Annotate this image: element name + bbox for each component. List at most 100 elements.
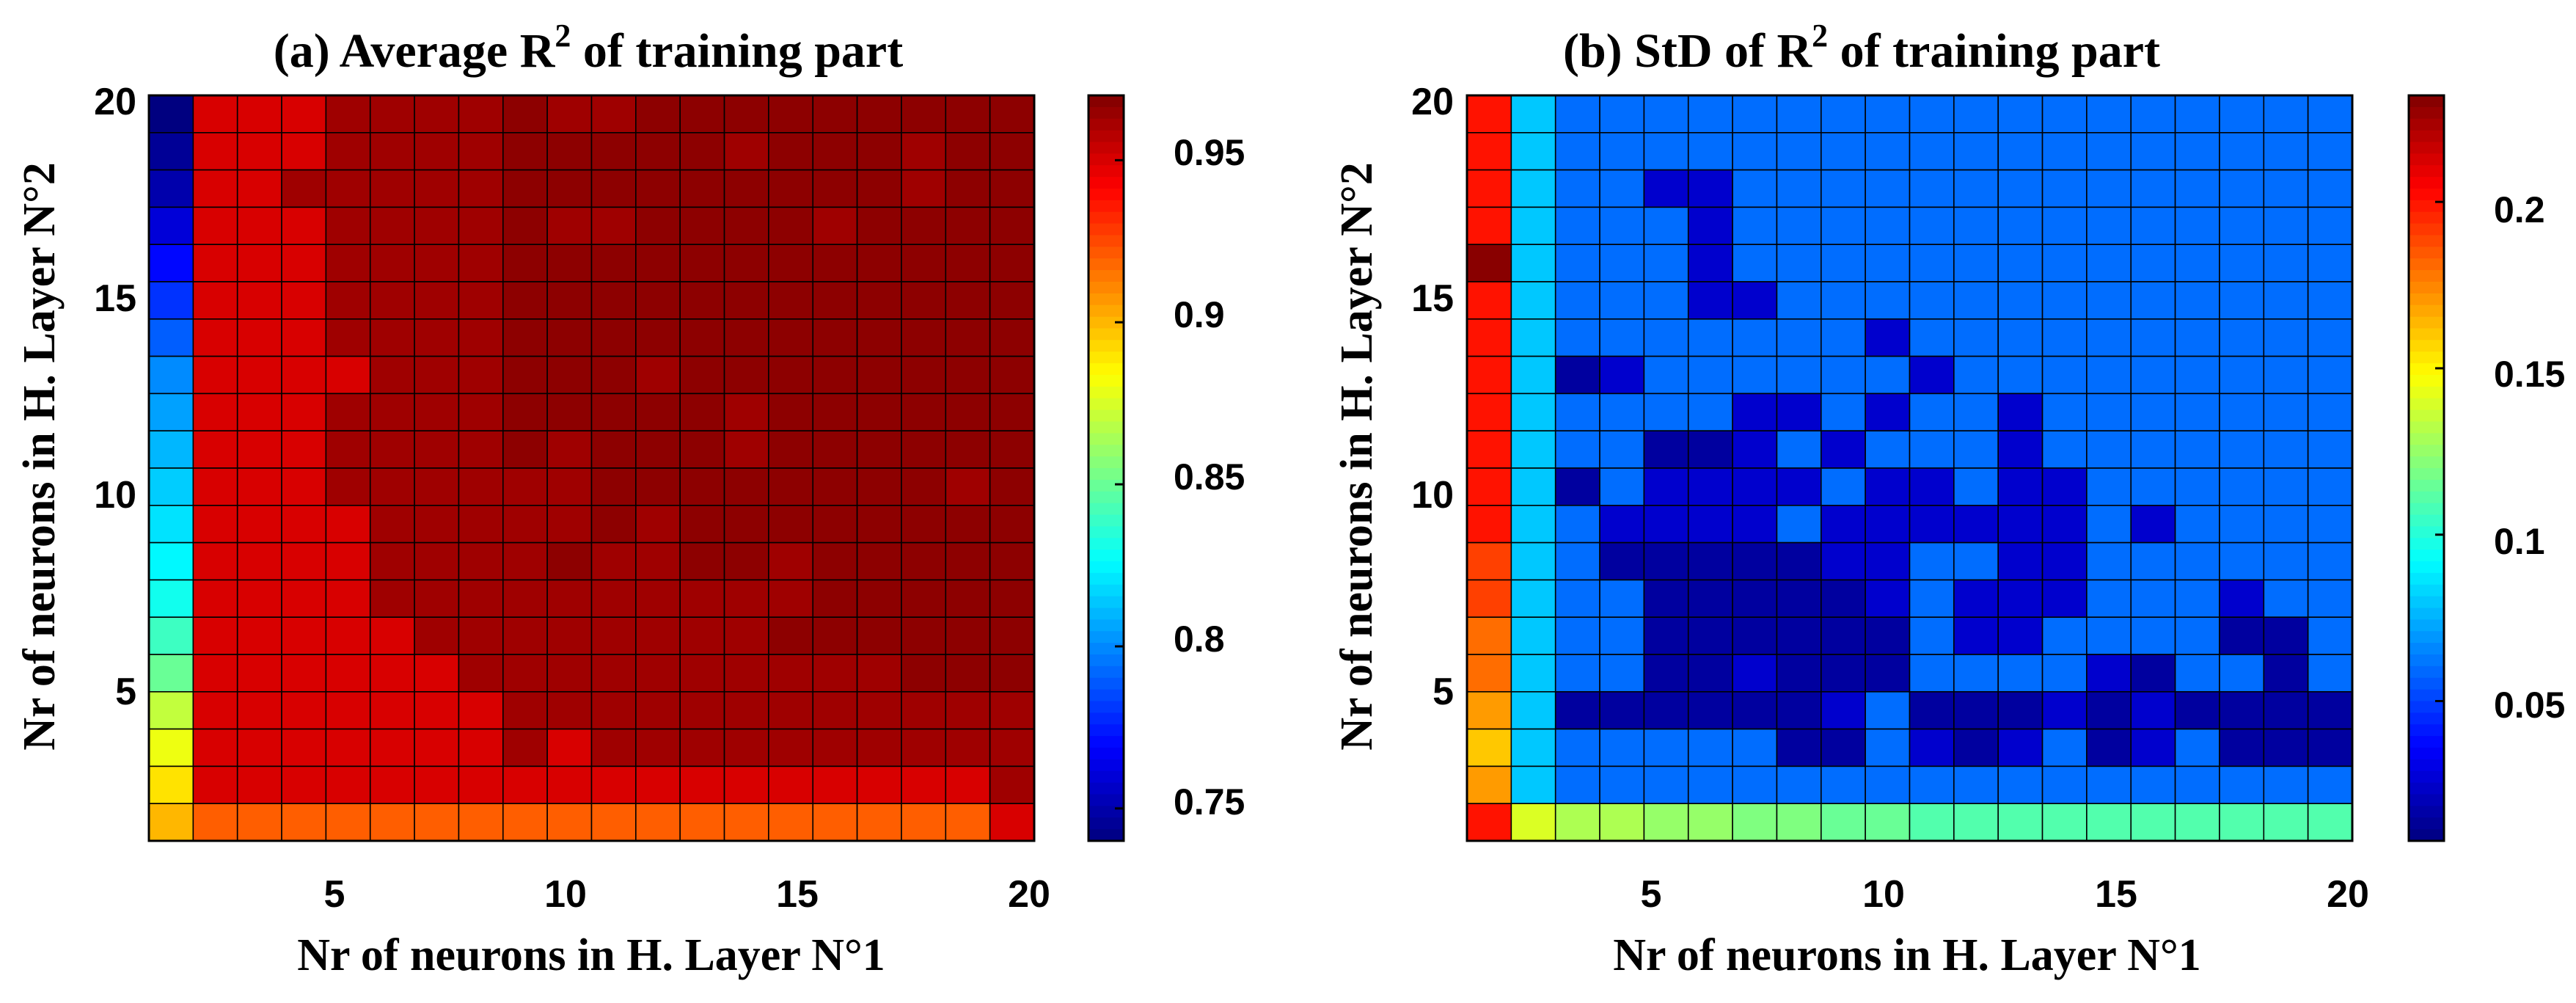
- heatmap-cell: [1643, 393, 1689, 432]
- heatmap-cell: [1732, 169, 1778, 208]
- heatmap-cell: [2041, 728, 2087, 767]
- heatmap-cell: [458, 393, 504, 432]
- panel-a-y-ticks: 5 10 15 20: [94, 81, 136, 713]
- heatmap-cell: [2307, 318, 2353, 357]
- heatmap-cell: [192, 579, 238, 619]
- heatmap-cell: [1776, 169, 1822, 208]
- heatmap-cell: [1909, 765, 1955, 805]
- heatmap-cell: [502, 244, 548, 282]
- heatmap-cell: [1687, 393, 1733, 432]
- heatmap-cell: [2041, 244, 2087, 282]
- heatmap-cell: [2263, 504, 2309, 544]
- panel-a-colorbar-ticks: 0.75 0.8 0.85 0.9 0.95: [1174, 132, 1245, 823]
- heatmap-cell: [458, 504, 504, 544]
- heatmap-cell: [1643, 318, 1689, 357]
- heatmap-cell: [812, 318, 858, 357]
- heatmap-cell: [1909, 690, 1955, 730]
- heatmap-cell: [2130, 765, 2176, 805]
- heatmap-cell: [1554, 430, 1600, 469]
- heatmap-cell: [1909, 95, 1955, 134]
- colorbar-segment: [2409, 782, 2444, 795]
- heatmap-cell: [281, 244, 327, 282]
- heatmap-cell: [369, 504, 415, 544]
- heatmap-cell: [148, 95, 194, 134]
- heatmap-cell: [2086, 206, 2132, 245]
- heatmap-cell: [2041, 690, 2087, 730]
- heatmap-cell: [1997, 765, 2043, 805]
- heatmap-cell: [1909, 579, 1955, 619]
- colorbar-segment: [1088, 363, 1124, 376]
- heatmap-cell: [635, 541, 681, 581]
- heatmap-cell: [1554, 541, 1600, 581]
- heatmap-cell: [1865, 616, 1911, 655]
- heatmap-cell: [590, 244, 637, 282]
- heatmap-cell: [1732, 541, 1778, 581]
- heatmap-cell: [2307, 504, 2353, 544]
- heatmap-cell: [192, 541, 238, 581]
- heatmap-cell: [2174, 690, 2220, 730]
- heatmap-cell: [2307, 765, 2353, 805]
- colorbar-segment: [1088, 304, 1124, 318]
- heatmap-cell: [1776, 244, 1822, 282]
- heatmap-cell: [458, 467, 504, 506]
- heatmap-cell: [856, 765, 902, 805]
- heatmap-cell: [945, 579, 991, 619]
- colorbar-segment: [1088, 514, 1124, 527]
- heatmap-cell: [1865, 132, 1911, 171]
- heatmap-cell: [458, 579, 504, 619]
- heatmap-cell: [856, 541, 902, 581]
- heatmap-cell: [768, 654, 814, 693]
- heatmap-cell: [546, 281, 593, 320]
- heatmap-cell: [1643, 690, 1689, 730]
- heatmap-cell: [502, 169, 548, 208]
- heatmap-cell: [1909, 169, 1955, 208]
- heatmap-cell: [546, 169, 593, 208]
- heatmap-cell: [458, 132, 504, 171]
- heatmap-cell: [325, 318, 371, 357]
- heatmap-cell: [856, 95, 902, 134]
- heatmap-cell: [856, 728, 902, 767]
- heatmap-cell: [502, 467, 548, 506]
- heatmap-cell: [945, 728, 991, 767]
- heatmap-cell: [2041, 541, 2087, 581]
- colorbar-segment: [2409, 130, 2444, 143]
- heatmap-cell: [2041, 95, 2087, 134]
- heatmap-cell: [1510, 132, 1556, 171]
- colorbar-segment: [1088, 736, 1124, 748]
- y-tick-label: 5: [1432, 671, 1454, 713]
- heatmap-cell: [1997, 430, 2043, 469]
- heatmap-cell: [1953, 765, 1999, 805]
- heatmap-cell: [1776, 803, 1822, 842]
- heatmap-cell: [1953, 654, 1999, 693]
- heatmap-cell: [148, 654, 194, 693]
- heatmap-cell: [679, 765, 725, 805]
- heatmap-cell: [2086, 803, 2132, 842]
- heatmap-cell: [546, 355, 593, 395]
- heatmap-cell: [1732, 393, 1778, 432]
- heatmap-cell: [1687, 169, 1733, 208]
- heatmap-cell: [768, 281, 814, 320]
- heatmap-cell: [989, 765, 1035, 805]
- colorbar-segment: [1088, 211, 1124, 225]
- heatmap-cell: [1466, 690, 1512, 730]
- heatmap-cell: [1466, 728, 1512, 767]
- heatmap-cell: [635, 393, 681, 432]
- heatmap-cell: [635, 579, 681, 619]
- heatmap-cell: [1997, 355, 2043, 395]
- colorbar-segment: [1088, 375, 1124, 387]
- colorbar-tick-label: 0.9: [1174, 294, 1225, 335]
- heatmap-cell: [2130, 281, 2176, 320]
- heatmap-cell: [2174, 169, 2220, 208]
- heatmap-cell: [1687, 616, 1733, 655]
- heatmap-cell: [2307, 579, 2353, 619]
- heatmap-cell: [2263, 803, 2309, 842]
- heatmap-cell: [1554, 318, 1600, 357]
- heatmap-cell: [1953, 169, 1999, 208]
- heatmap-cell: [414, 504, 460, 544]
- heatmap-cell: [856, 430, 902, 469]
- colorbar-segment: [1088, 177, 1124, 189]
- heatmap-cell: [635, 318, 681, 357]
- heatmap-cell: [458, 169, 504, 208]
- heatmap-cell: [192, 728, 238, 767]
